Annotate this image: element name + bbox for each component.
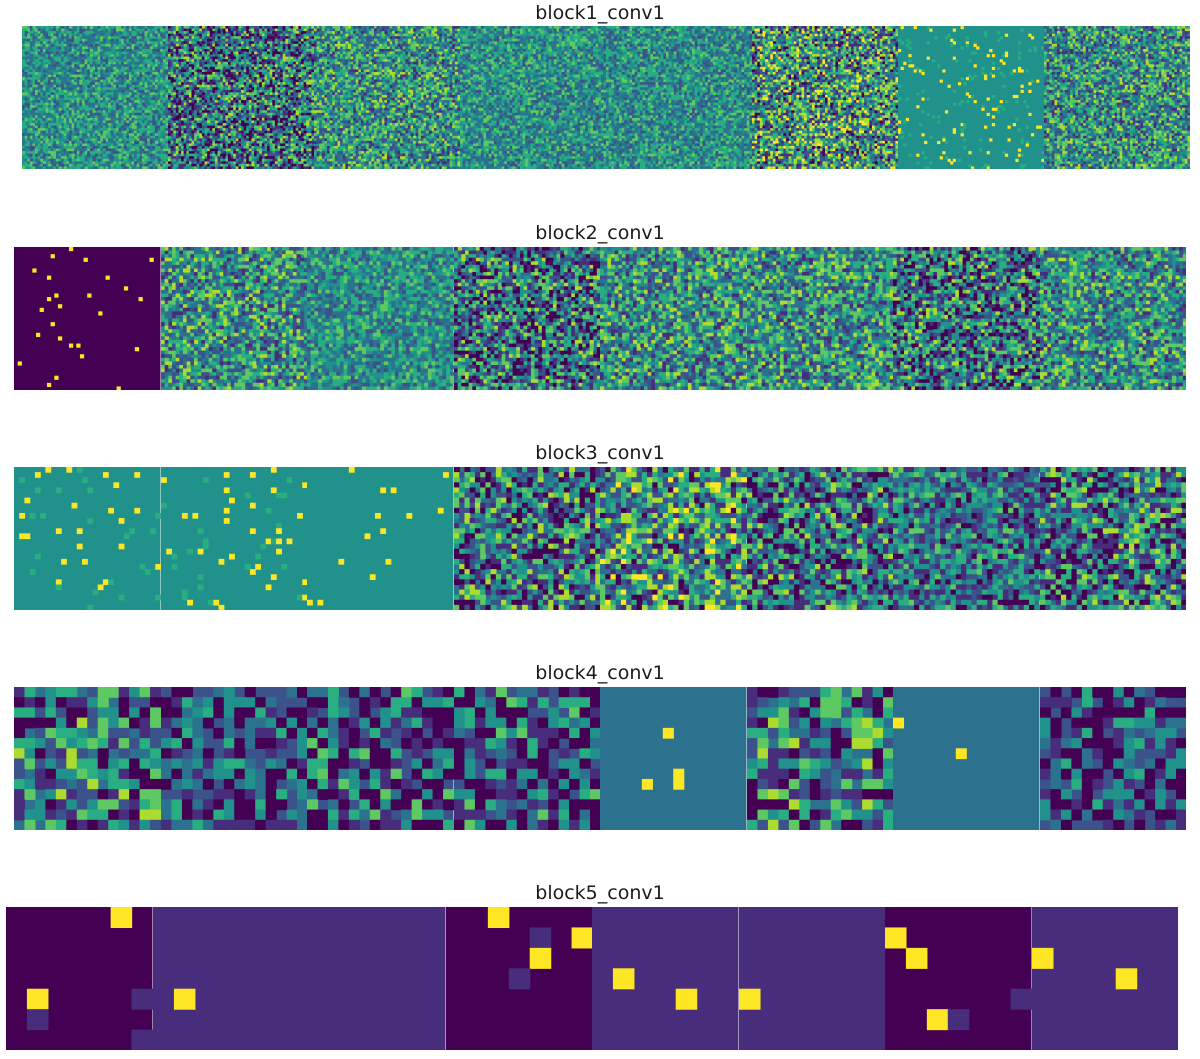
- feature-map-tile: [160, 687, 307, 830]
- feature-map-image: [738, 907, 885, 1050]
- feature-map-tile: [299, 907, 446, 1050]
- block-title: block3_conv1: [0, 443, 1200, 463]
- feature-map-tile: [168, 26, 314, 169]
- feature-map-tile: [460, 26, 606, 169]
- feature-map-tile: [746, 467, 893, 610]
- feature-map-tile: [14, 687, 161, 830]
- feature-map-tile: [600, 467, 747, 610]
- feature-map-image: [6, 907, 153, 1050]
- feature-map-image: [1039, 247, 1186, 390]
- feature-map-image: [453, 687, 600, 830]
- feature-map-image: [1039, 687, 1186, 830]
- block-title: block4_conv1: [0, 663, 1200, 683]
- feature-map-tile: [14, 467, 161, 610]
- feature-map-image: [14, 687, 161, 830]
- feature-map-image: [600, 687, 747, 830]
- feature-map-tile: [453, 687, 600, 830]
- feature-map-tile: [453, 467, 600, 610]
- feature-map-image: [453, 467, 600, 610]
- feature-map-image: [14, 467, 161, 610]
- feature-map-image: [299, 907, 446, 1050]
- feature-map-image: [592, 907, 739, 1050]
- feature-map-strip: [14, 247, 1186, 390]
- feature-map-image: [314, 26, 460, 169]
- feature-map-image: [168, 26, 314, 169]
- feature-map-image: [600, 467, 747, 610]
- feature-map-tile: [1039, 247, 1186, 390]
- feature-map-tile: [22, 26, 168, 169]
- feature-map-image: [746, 247, 893, 390]
- feature-map-tile: [893, 247, 1040, 390]
- feature-map-strip: [14, 687, 1186, 830]
- feature-map-tile: [606, 26, 752, 169]
- feature-map-strip: [14, 467, 1186, 610]
- feature-map-image: [1039, 467, 1186, 610]
- feature-map-tile: [746, 687, 893, 830]
- feature-map-image: [893, 467, 1040, 610]
- feature-map-tile: [898, 26, 1044, 169]
- block-title: block2_conv1: [0, 223, 1200, 243]
- feature-map-image: [1031, 907, 1178, 1050]
- feature-map-tile: [893, 687, 1040, 830]
- feature-map-tile: [160, 247, 307, 390]
- feature-map-tile: [453, 247, 600, 390]
- feature-map-image: [898, 26, 1044, 169]
- feature-map-tile: [307, 687, 454, 830]
- feature-map-image: [746, 687, 893, 830]
- feature-map-tile: [14, 247, 161, 390]
- feature-map-tile: [314, 26, 460, 169]
- feature-map-image: [752, 26, 898, 169]
- feature-map-image: [1044, 26, 1190, 169]
- feature-map-tile: [885, 907, 1032, 1050]
- feature-map-image: [160, 247, 307, 390]
- feature-map-tile: [1044, 26, 1190, 169]
- feature-map-strip: [22, 26, 1190, 169]
- feature-map-image: [460, 26, 606, 169]
- feature-map-tile: [592, 907, 739, 1050]
- feature-map-tile: [445, 907, 592, 1050]
- feature-map-tile: [746, 247, 893, 390]
- feature-map-image: [893, 247, 1040, 390]
- feature-map-tile: [752, 26, 898, 169]
- feature-map-image: [893, 687, 1040, 830]
- feature-map-image: [746, 467, 893, 610]
- feature-map-image: [14, 247, 161, 390]
- feature-map-image: [160, 467, 307, 610]
- feature-map-strip: [6, 907, 1178, 1050]
- feature-map-tile: [152, 907, 299, 1050]
- feature-map-image: [307, 247, 454, 390]
- feature-map-image: [307, 687, 454, 830]
- feature-map-image: [600, 247, 747, 390]
- feature-map-tile: [1039, 687, 1186, 830]
- feature-map-tile: [307, 247, 454, 390]
- feature-map-tile: [160, 467, 307, 610]
- feature-map-tile: [1031, 907, 1178, 1050]
- feature-map-tile: [6, 907, 153, 1050]
- feature-map-tile: [738, 907, 885, 1050]
- feature-map-image: [885, 907, 1032, 1050]
- feature-map-image: [160, 687, 307, 830]
- feature-map-image: [453, 247, 600, 390]
- feature-map-tile: [600, 247, 747, 390]
- block-title: block5_conv1: [0, 883, 1200, 903]
- feature-map-tile: [600, 687, 747, 830]
- feature-map-image: [606, 26, 752, 169]
- feature-map-image: [307, 467, 454, 610]
- feature-map-tile: [307, 467, 454, 610]
- feature-map-image: [152, 907, 299, 1050]
- feature-map-tile: [1039, 467, 1186, 610]
- feature-map-image: [22, 26, 168, 169]
- block-title: block1_conv1: [0, 3, 1200, 23]
- feature-map-tile: [893, 467, 1040, 610]
- feature-map-image: [445, 907, 592, 1050]
